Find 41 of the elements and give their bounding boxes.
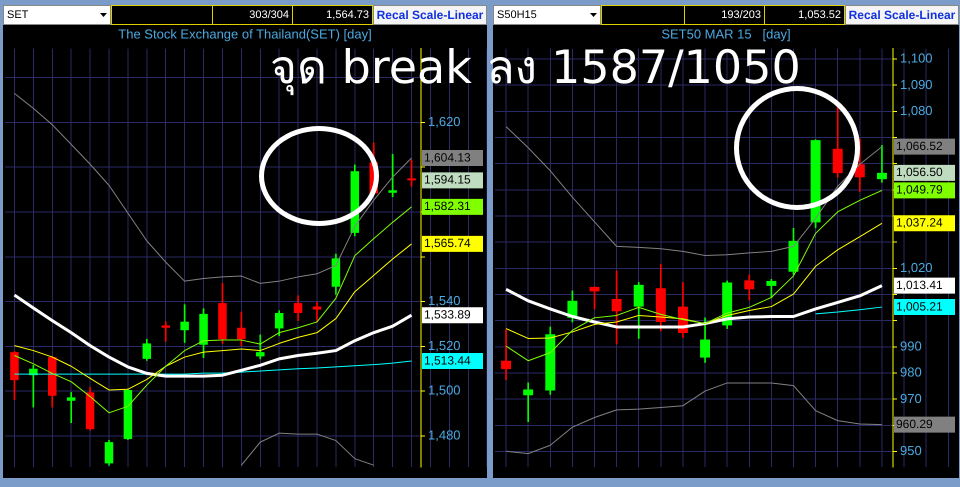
- y-tick-label: 1,090: [900, 76, 933, 92]
- text: 1,533.89: [424, 308, 472, 322]
- y-tick-label: 1,020: [900, 260, 933, 275]
- candlestick: [501, 329, 512, 380]
- text: 1,513.44: [424, 353, 472, 368]
- text: Recal Scale-Linear: [845, 5, 959, 25]
- y-tick-label: 970: [900, 390, 922, 406]
- y-tick-label: 980: [900, 364, 922, 380]
- text: 1,005.21: [896, 299, 944, 314]
- text: 193/203: [684, 6, 764, 24]
- y-tick-label: 1,500: [428, 382, 461, 398]
- y-tick-label: 1,520: [428, 338, 461, 353]
- text: S50H15: [497, 9, 537, 21]
- chart-title: SET50 MAR 15 [day]: [661, 26, 791, 42]
- text: 1,565.74: [424, 236, 472, 250]
- text: 1,049.79: [896, 182, 944, 197]
- text: 303/304: [212, 6, 292, 24]
- text: 1,013.41: [896, 278, 944, 292]
- y-tick-label: 1,080: [900, 102, 933, 118]
- text: 1,056.50: [896, 165, 944, 180]
- y-tick-label: 1,480: [428, 427, 461, 442]
- text: 1,604.13: [424, 150, 472, 164]
- candlestick: [407, 160, 416, 187]
- text: 960.29: [896, 416, 934, 431]
- text: 1,037.24: [896, 216, 944, 230]
- y-tick-label: 1,540: [428, 293, 461, 308]
- chart-title: The Stock Exchange of Thailand(SET) [day]: [118, 26, 372, 42]
- y-tick-label: 1,100: [900, 50, 933, 66]
- candlestick: [312, 302, 322, 322]
- text: Recal Scale-Linear: [373, 5, 487, 25]
- candlestick: [590, 286, 600, 310]
- y-tick-label: 1,620: [428, 114, 461, 130]
- y-tick-label: 950: [900, 443, 922, 458]
- text: SET: [7, 9, 28, 21]
- text: 1,066.52: [896, 138, 944, 153]
- candlestick: [876, 145, 887, 183]
- y-tick-label: 990: [900, 338, 922, 354]
- text: 1,594.15: [424, 172, 472, 187]
- text: 1,053.52: [764, 6, 844, 24]
- text: 1,582.31: [424, 199, 472, 214]
- text: 1,564.73: [292, 6, 372, 24]
